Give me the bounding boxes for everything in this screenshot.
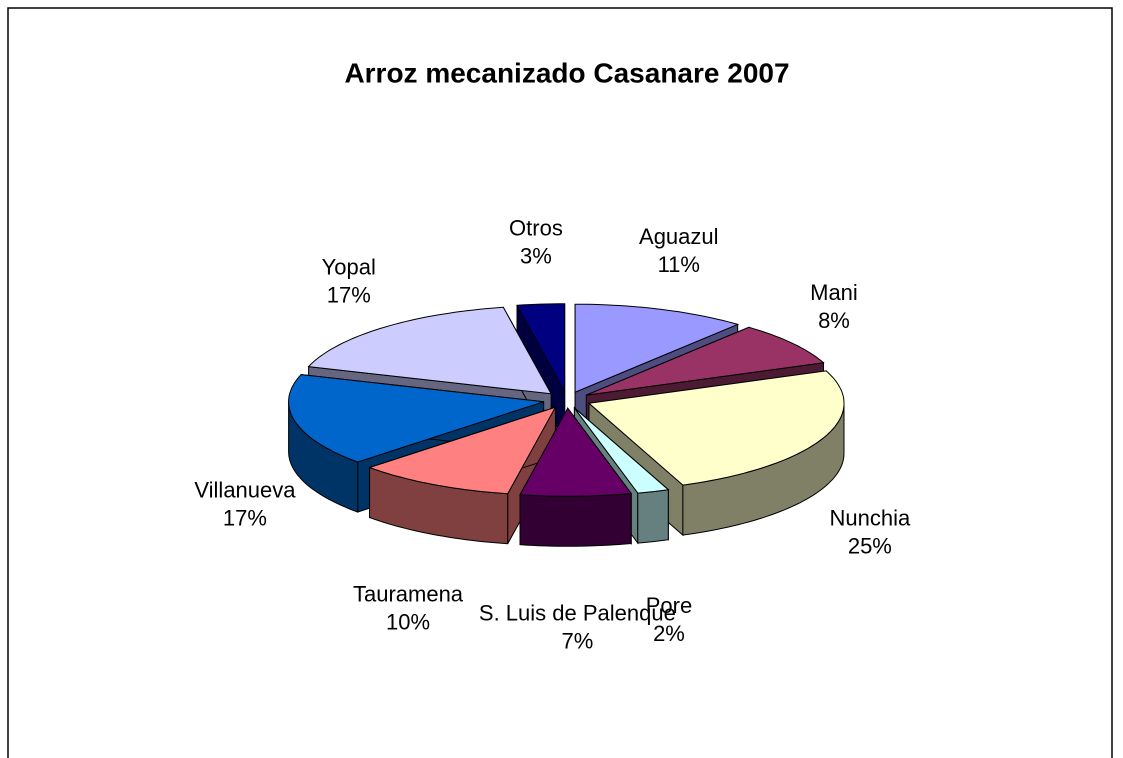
slice-top [288,374,544,463]
chart-title: Arroz mecanizado Casanare 2007 [344,57,789,88]
slice-label: Tauramena [353,581,464,606]
slice-value-label: 3% [520,244,552,269]
slice-value-label: 10% [386,609,430,634]
slice-top [307,306,553,395]
slice-top [573,407,670,494]
slice-value-label: 8% [818,308,850,333]
slice-label: Pore [646,593,692,618]
slice-label: S. Luis de Palenque [479,601,676,626]
slice-label: Villanueva [194,477,296,502]
slice-value-label: 25% [848,534,892,559]
slice-value-label: 17% [223,505,267,530]
slice-label: Aguazul [639,224,719,249]
slice-top [519,407,633,497]
slice-value-label: 17% [327,282,371,307]
slice-label: Mani [810,280,858,305]
slice-value-label: 7% [561,629,593,654]
slice-wall [637,489,669,544]
slice-wall [519,492,632,547]
slice-top [587,370,845,486]
slice-top [586,326,825,396]
slice-value-label: 2% [653,621,685,646]
slice-label: Otros [509,216,563,241]
slice-value-label: 11% [658,252,700,277]
slice-label: Nunchia [829,506,910,531]
slice-top [574,303,740,393]
slice-top [368,406,557,495]
slice-label: Yopal [322,254,376,279]
slice-top [516,303,566,393]
